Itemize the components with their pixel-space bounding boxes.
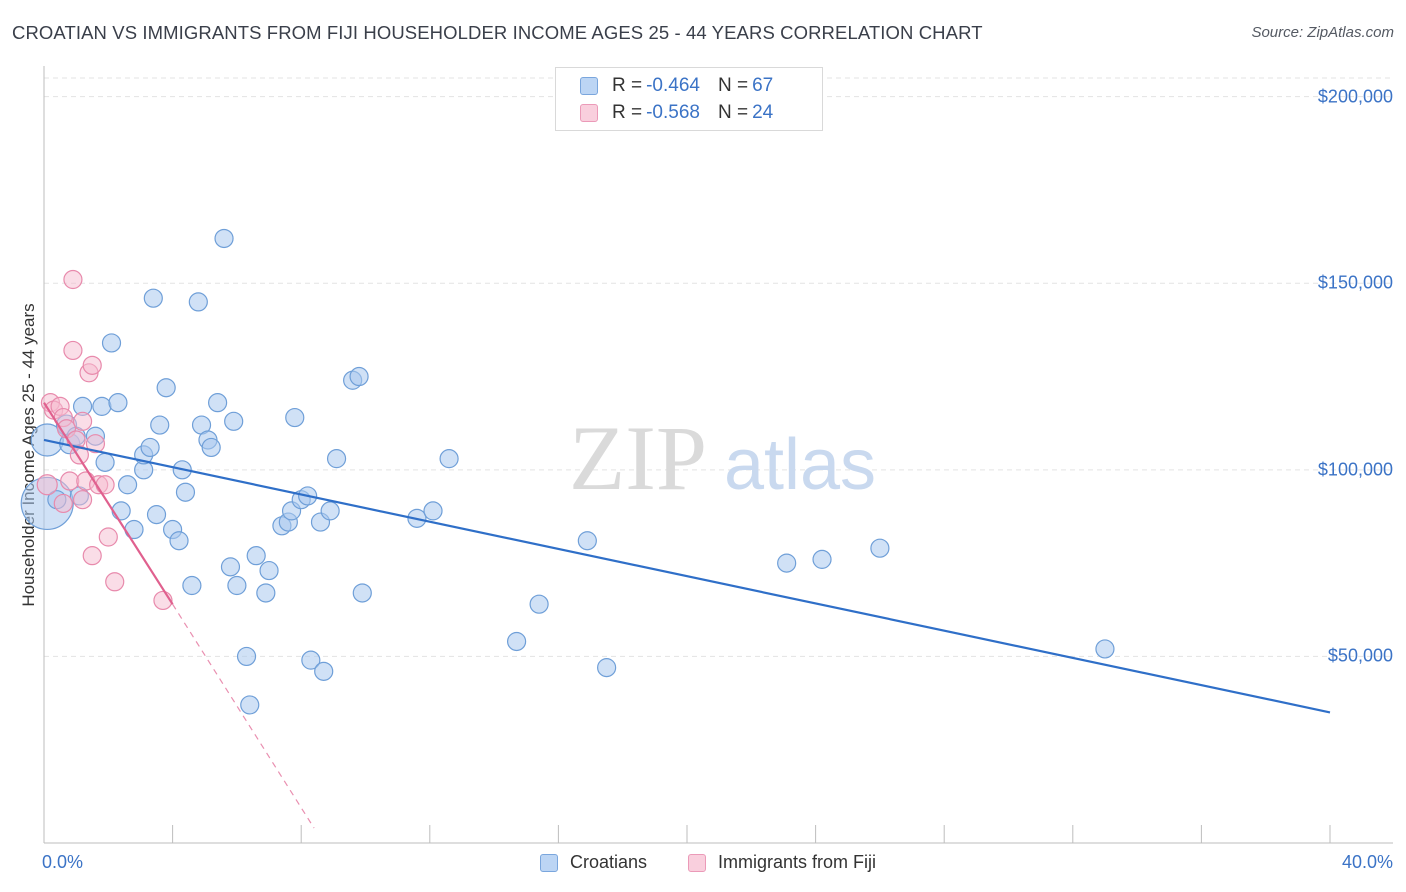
fiji-point (85, 434, 106, 454)
croatians-point (529, 594, 549, 614)
y-tick-label: $150,000 (1317, 272, 1393, 293)
fiji-legend-label: Immigrants from Fiji (718, 852, 877, 872)
fiji-point (95, 475, 115, 495)
legend-r-value: -0.464 (646, 75, 700, 96)
croatians-point (320, 501, 340, 521)
croatians-point (188, 292, 208, 312)
watermark: ZIP atlas (569, 407, 876, 509)
croatians-point (224, 411, 244, 431)
croatians-point (314, 661, 334, 681)
croatians-point (182, 575, 202, 596)
gridlines (44, 77, 1393, 657)
croatians-legend-label: Croatians (570, 852, 648, 872)
croatians-point (256, 583, 276, 603)
croatians-point (259, 560, 279, 581)
croatians-point (423, 501, 443, 521)
croatians-point (285, 407, 305, 428)
chart-title: CROATIAN VS IMMIGRANTS FROM FIJI HOUSEHO… (12, 22, 983, 43)
croatians-point (169, 531, 189, 551)
y-tick-label: $200,000 (1317, 86, 1393, 107)
legend-n-label: N = (717, 75, 749, 96)
correlation-legend: R = -0.464 N = 67 R = -0.568 N = 24 (555, 67, 823, 131)
fiji-point (36, 474, 58, 496)
croatians-point (201, 437, 221, 458)
croatians-point (236, 646, 257, 667)
croatians-point (812, 549, 832, 569)
croatians-point (140, 437, 160, 458)
fiji-trendline-extension (172, 603, 315, 829)
watermark-zip: ZIP (569, 407, 707, 509)
croatians-point (92, 396, 112, 416)
x-tick-min: 0.0% (42, 852, 84, 872)
croatians-point (143, 288, 163, 308)
bottom-legend-croatians: Croatians (540, 852, 647, 873)
fiji-legend-swatch (688, 853, 706, 872)
croatians-point (349, 366, 369, 387)
croatians-trendline (43, 438, 1331, 714)
croatians-point (108, 393, 128, 413)
fiji-point (72, 490, 93, 510)
x-tick-max: 40.0% (1341, 852, 1393, 872)
croatians-point (352, 583, 372, 603)
croatians-point (246, 546, 266, 566)
croatians-point (326, 449, 347, 469)
croatians-point (577, 531, 597, 551)
fiji-swatch (580, 104, 598, 122)
croatians-point (208, 393, 228, 413)
croatians-points (20, 228, 1115, 715)
croatians-point (227, 575, 247, 596)
fiji-point (72, 411, 93, 431)
legend-row-fiji: R = -0.568 N = 24 (580, 100, 773, 126)
watermark-atlas: atlas (724, 425, 876, 505)
croatians-point (1095, 639, 1115, 659)
croatians-point (175, 482, 196, 502)
croatians-point (101, 333, 122, 353)
croatians-point (597, 658, 617, 678)
y-tick-label: $50,000 (1327, 645, 1393, 666)
trendlines (43, 402, 1331, 829)
croatians-point (507, 631, 527, 652)
legend-n-label: N = (717, 102, 749, 123)
legend-r-label: R = (612, 75, 643, 96)
y-tick-label: $100,000 (1317, 459, 1393, 480)
legend-n-value: 67 (752, 75, 774, 96)
croatians-point (240, 695, 260, 715)
fiji-point (63, 269, 83, 290)
legend-row-croatians: R = -0.464 N = 67 (580, 73, 773, 99)
fiji-point (82, 355, 102, 375)
croatians-point (111, 501, 131, 521)
fiji-point (60, 471, 80, 491)
croatians-point (220, 557, 241, 577)
croatians-point (146, 505, 167, 525)
fiji-trendline (43, 402, 174, 605)
fiji-point (105, 572, 125, 592)
bottom-legend-fiji: Immigrants from Fiji (688, 852, 876, 873)
croatians-point (95, 452, 115, 472)
croatians-point (870, 538, 890, 558)
fiji-point (63, 340, 83, 361)
legend-n-value: 24 (752, 102, 774, 123)
croatians-point (214, 228, 234, 249)
croatians-point (301, 650, 321, 670)
fiji-point (53, 493, 73, 514)
legend-r-label: R = (612, 102, 643, 123)
source-label: Source: ZipAtlas.com (1251, 24, 1394, 41)
axes (43, 66, 1393, 844)
croatians-point (117, 475, 138, 495)
fiji-point (98, 527, 118, 547)
croatians-swatch (580, 77, 598, 95)
croatians-legend-swatch (540, 853, 558, 872)
croatians-point (150, 415, 170, 435)
legend-r-value: -0.568 (646, 102, 700, 123)
croatians-point (439, 449, 459, 469)
fiji-point (82, 546, 102, 566)
croatians-point (777, 553, 797, 573)
croatians-point (156, 378, 176, 398)
